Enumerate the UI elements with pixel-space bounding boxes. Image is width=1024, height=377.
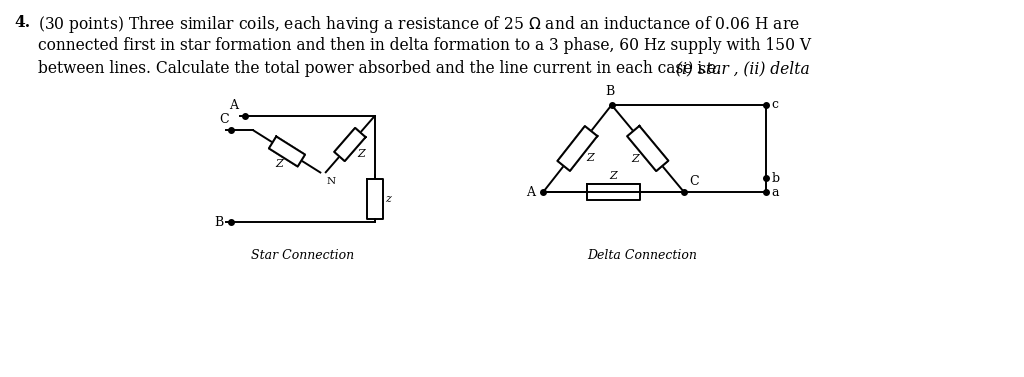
- Text: 4.: 4.: [14, 14, 30, 31]
- Text: b: b: [771, 172, 779, 184]
- Text: Star Connection: Star Connection: [251, 249, 354, 262]
- Text: c: c: [771, 98, 778, 112]
- Text: N: N: [326, 177, 335, 186]
- Text: Z: Z: [275, 159, 283, 169]
- Polygon shape: [587, 184, 640, 200]
- Text: A: A: [526, 185, 536, 199]
- Text: B: B: [215, 216, 224, 228]
- Text: between lines. Calculate the total power absorbed and the line current in each c: between lines. Calculate the total power…: [38, 60, 726, 77]
- Polygon shape: [557, 126, 597, 171]
- Text: Z: Z: [632, 154, 640, 164]
- Polygon shape: [334, 128, 366, 161]
- Polygon shape: [269, 136, 305, 167]
- Text: Z: Z: [586, 153, 594, 164]
- Text: B: B: [605, 85, 614, 98]
- Polygon shape: [628, 126, 669, 171]
- Text: a: a: [771, 185, 778, 199]
- Text: Delta Connection: Delta Connection: [588, 249, 697, 262]
- Text: z: z: [386, 193, 391, 204]
- Text: Z: Z: [357, 149, 365, 159]
- Text: C: C: [689, 175, 698, 188]
- Text: A: A: [229, 99, 238, 112]
- Text: connected first in star formation and then in delta formation to a 3 phase, 60 H: connected first in star formation and th…: [38, 37, 811, 54]
- Text: (i) star , (ii) delta: (i) star , (ii) delta: [676, 60, 810, 77]
- Text: (30 points) Three similar coils, each having a resistance of 25 $\Omega$ and an : (30 points) Three similar coils, each ha…: [38, 14, 800, 35]
- Text: C: C: [219, 113, 229, 126]
- Text: Z: Z: [609, 171, 617, 181]
- Polygon shape: [367, 178, 383, 219]
